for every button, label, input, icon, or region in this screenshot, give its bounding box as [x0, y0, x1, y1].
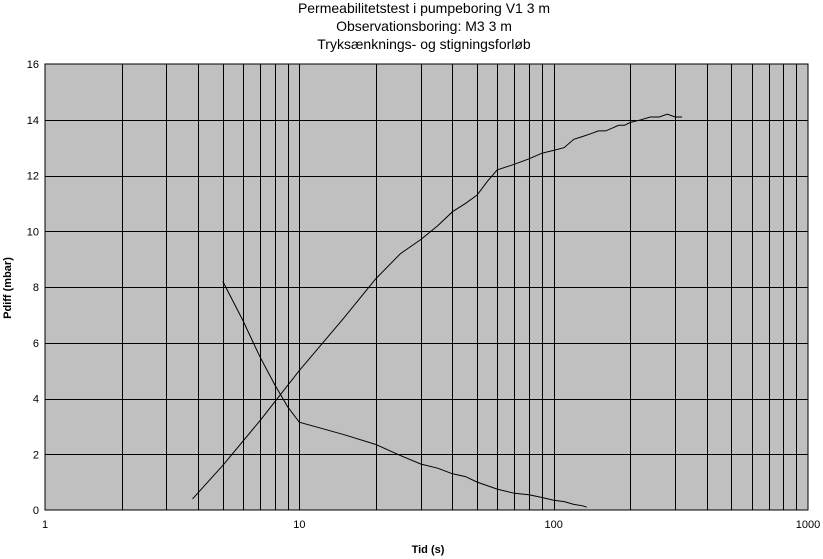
chart-title-line-1: Permeabilitetstest i pumpeboring V1 3 m: [298, 0, 550, 16]
chart-title-line-3: Tryksænknings- og stigningsforløb: [317, 36, 531, 52]
y-tick-labels: 0 2 4 6 8 10 12 14 16: [27, 59, 39, 517]
chart-title-line-2: Observationsboring: M3 3 m: [336, 18, 512, 34]
y-tick-label: 14: [27, 115, 39, 127]
x-tick-label: 1: [42, 519, 48, 531]
y-tick-label: 4: [33, 394, 39, 406]
series-line-1: [192, 113, 683, 500]
x-tick-labels: 1 10 100 1000: [42, 519, 820, 531]
x-tick-label: 100: [544, 519, 562, 531]
x-axis-label: Tid (s): [412, 544, 445, 556]
y-tick-label: 10: [27, 226, 39, 238]
y-tick-label: 6: [33, 338, 39, 350]
y-axis-label: Pdiff (mbar): [2, 257, 14, 319]
gridlines: [45, 64, 808, 510]
y-tick-label: 2: [33, 449, 39, 461]
y-tick-label: 12: [27, 171, 39, 183]
series-layer: [192, 113, 683, 508]
x-tick-label: 1000: [796, 519, 820, 531]
y-tick-label: 0: [33, 505, 39, 517]
plot-frame: [44, 63, 809, 511]
y-tick-label: 16: [27, 59, 39, 71]
series-line-2: [222, 281, 587, 508]
x-tick-label: 10: [293, 519, 305, 531]
y-tick-label: 8: [33, 282, 39, 294]
